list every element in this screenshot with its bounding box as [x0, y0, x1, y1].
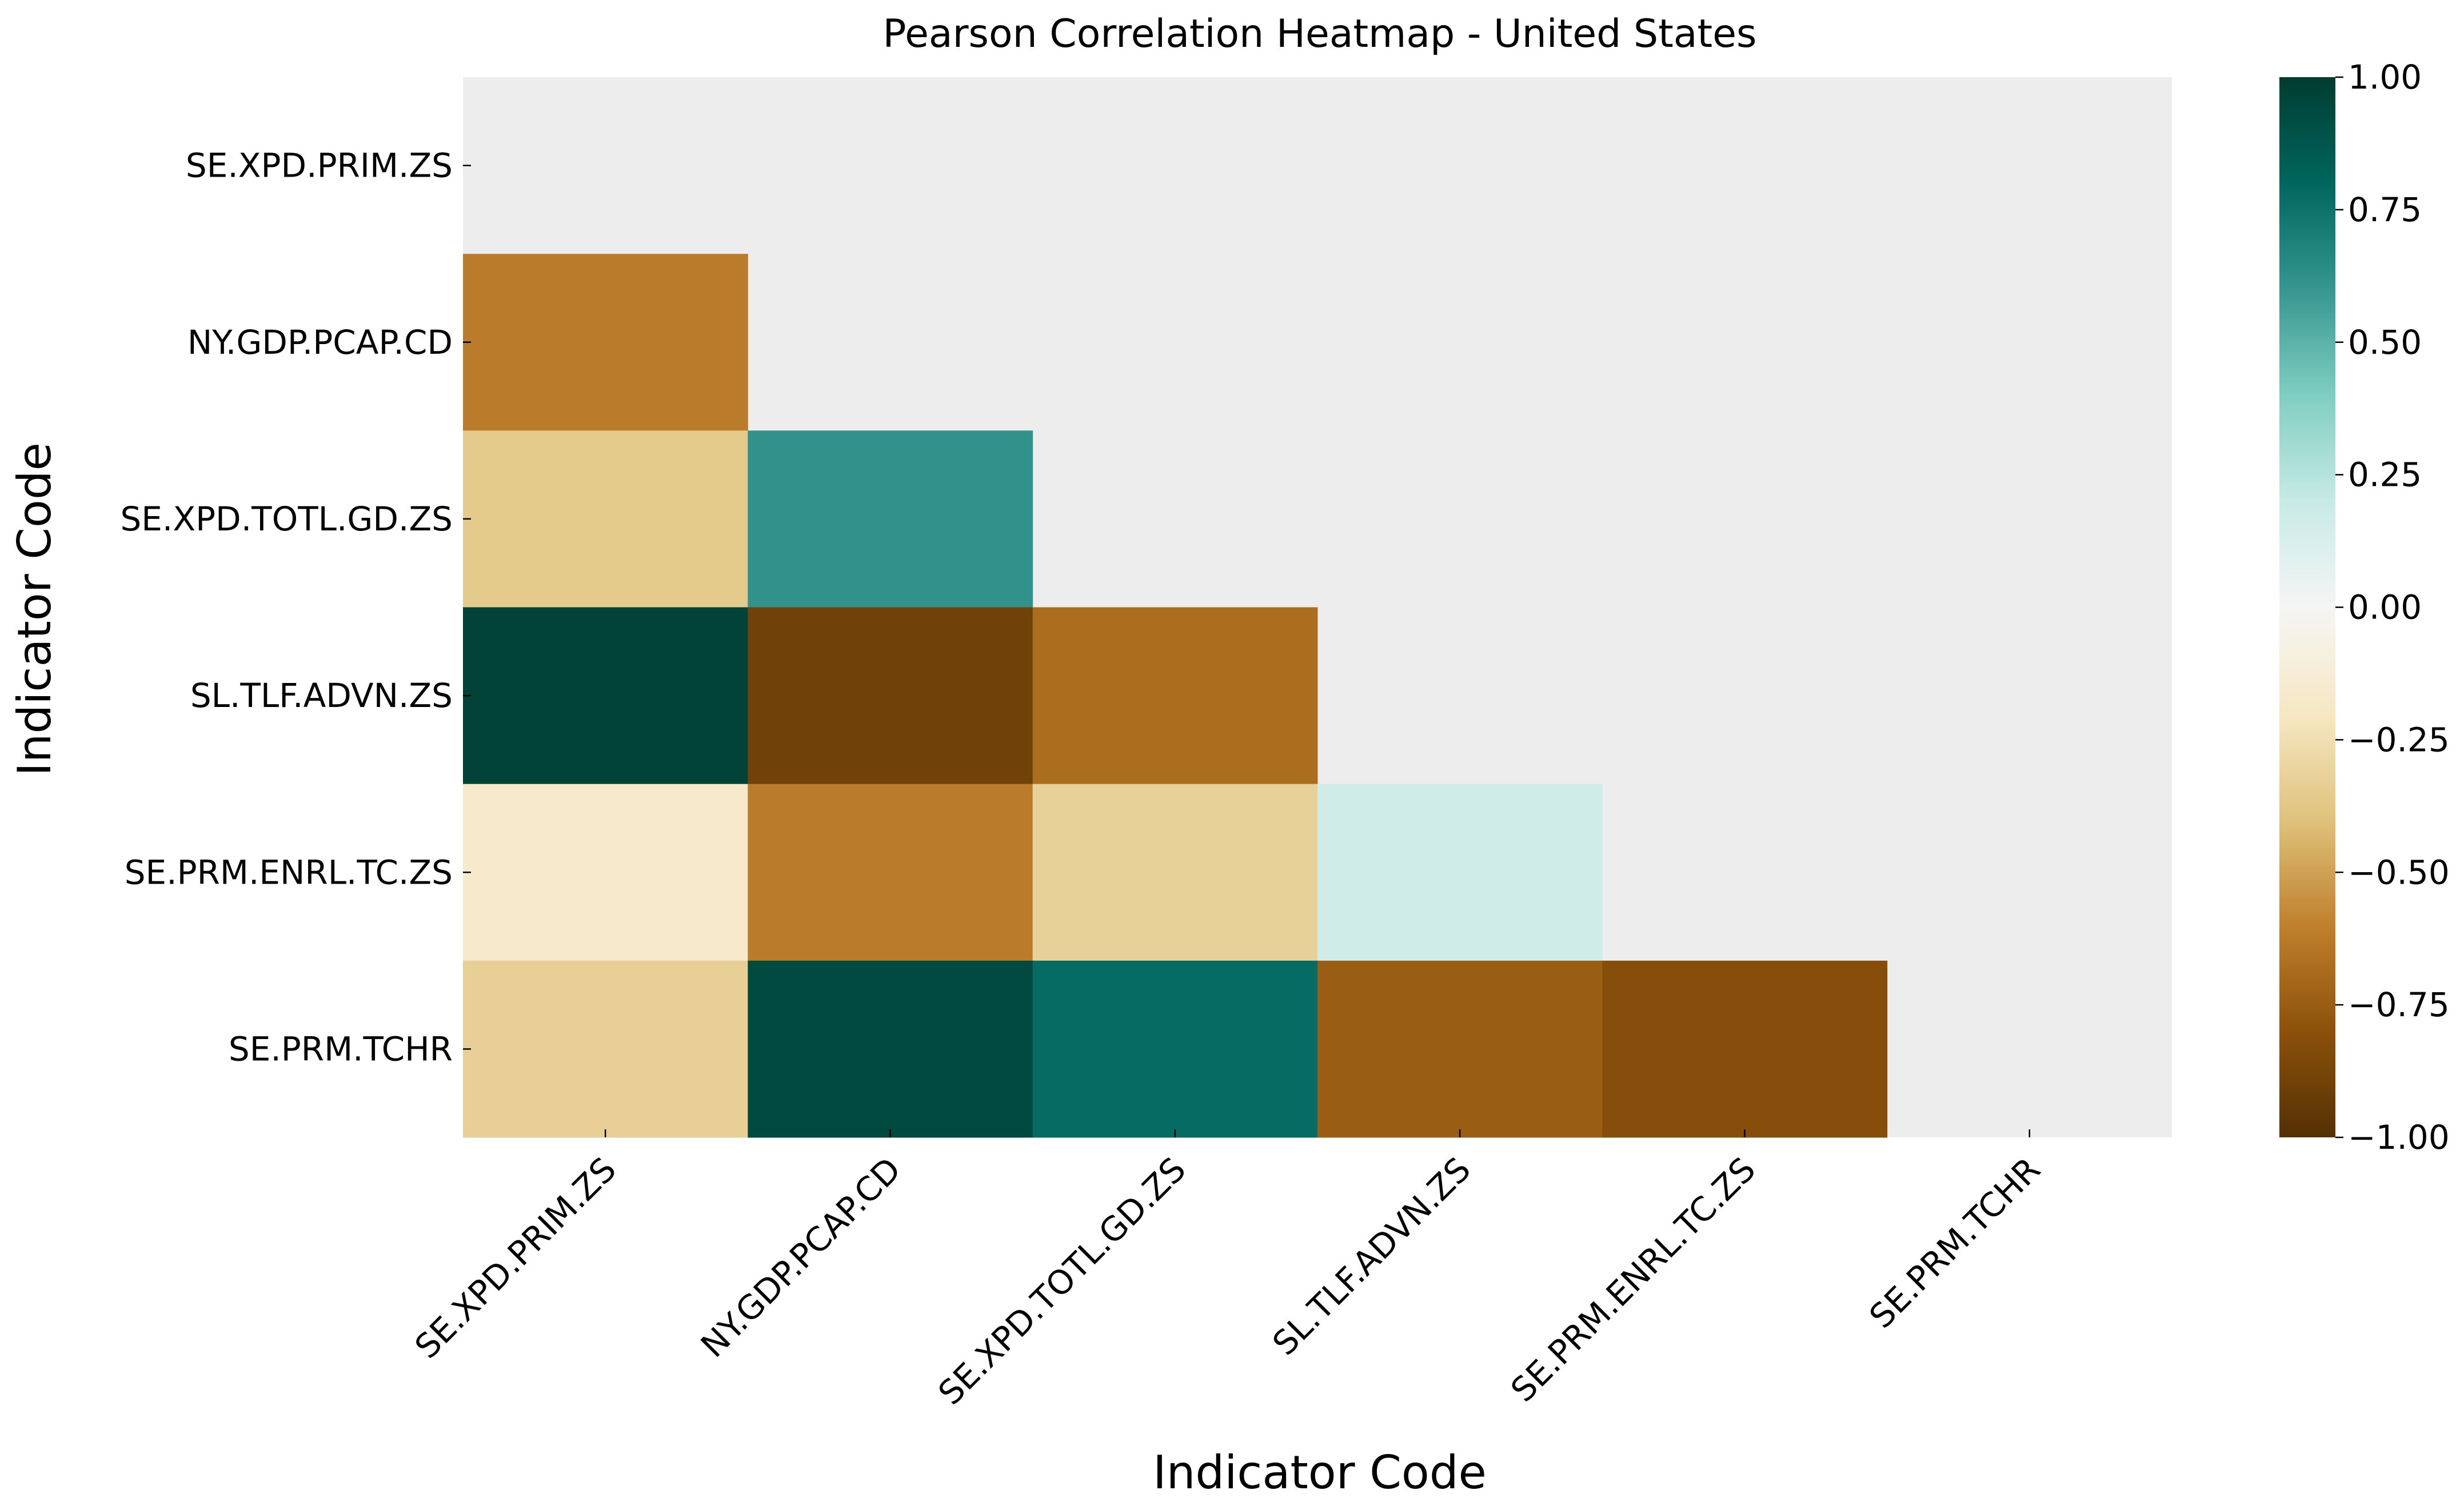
colorbar-tick-label: −1.00	[2348, 1118, 2450, 1157]
heatmap-cell-SL.TLF.ADVN.ZS-SE.XPD.PRIM.ZS	[463, 607, 748, 785]
heatmap-cell-SE.PRM.ENRL.TC.ZS-SE.XPD.TOTL.GD.ZS	[1032, 784, 1318, 961]
heatmap-cell-SE.PRM.TCHR-SE.XPD.TOTL.GD.ZS	[1032, 960, 1318, 1138]
colorbar-tick-label: −0.25	[2348, 720, 2450, 759]
y-tick-label: SE.PRM.ENRL.TC.ZS	[125, 853, 453, 892]
heatmap-cell-SE.PRM.ENRL.TC.ZS-SL.TLF.ADVN.ZS	[1317, 784, 1603, 961]
y-tick-label: SL.TLF.ADVN.ZS	[190, 676, 453, 715]
heatmap-cell-SE.PRM.TCHR-SE.XPD.PRIM.ZS	[463, 960, 748, 1138]
heatmap-cell-SL.TLF.ADVN.ZS-NY.GDP.PCAP.CD	[748, 607, 1033, 785]
x-tick-label: SE.PRM.ENRL.TC.ZS	[1503, 1150, 1763, 1409]
chart-title: Pearson Correlation Heatmap - United Sta…	[883, 11, 1757, 57]
colorbar: 1.00 0.75 0.50 0.25 0.00 −0.25 −0.50 −0.75 −1.00	[2279, 58, 2450, 1157]
heatmap-cell-SL.TLF.ADVN.ZS-SE.XPD.TOTL.GD.ZS	[1032, 607, 1318, 785]
colorbar-tick-label: −0.50	[2348, 853, 2450, 892]
y-axis-label: Indicator Code	[8, 442, 61, 776]
colorbar-tick-label: 0.50	[2348, 323, 2422, 362]
y-tick-label: SE.PRM.TCHR	[229, 1029, 453, 1068]
heatmap-cell-SE.PRM.TCHR-NY.GDP.PCAP.CD	[748, 960, 1033, 1138]
x-tick-label: SE.XPD.TOTL.GD.ZS	[931, 1150, 1193, 1412]
x-axis-label: Indicator Code	[1153, 1446, 1487, 1499]
colorbar-tick-label: 1.00	[2348, 58, 2422, 97]
heatmap-cell-SE.XPD.TOTL.GD.ZS-NY.GDP.PCAP.CD	[748, 430, 1033, 608]
heatmap-cell-SE.PRM.TCHR-SL.TLF.ADVN.ZS	[1317, 960, 1603, 1138]
x-tick-label: SE.XPD.PRIM.ZS	[408, 1150, 624, 1366]
colorbar-tick-label: 0.00	[2348, 588, 2422, 627]
y-axis-ticks: SE.XPD.PRIM.ZS NY.GDP.PCAP.CD SE.XPD.TOTL.…	[120, 146, 471, 1068]
y-tick-label: SE.XPD.PRIM.ZS	[186, 146, 453, 185]
x-tick-label: SE.PRM.TCHR	[1862, 1150, 2047, 1336]
colorbar-tick-label: 0.75	[2348, 190, 2422, 229]
x-axis-ticks: SE.XPD.PRIM.ZS NY.GDP.PCAP.CD SE.XPD.TOTL.…	[408, 1129, 2048, 1412]
heatmap-cell-SE.PRM.ENRL.TC.ZS-NY.GDP.PCAP.CD	[748, 784, 1033, 961]
colorbar-tick-label: 0.25	[2348, 456, 2422, 494]
y-tick-label: NY.GDP.PCAP.CD	[187, 323, 453, 362]
colorbar-tick-label: −0.75	[2348, 985, 2450, 1024]
heatmap-cell-SE.PRM.ENRL.TC.ZS-SE.XPD.PRIM.ZS	[463, 784, 748, 961]
colorbar-gradient	[2279, 77, 2335, 1137]
heatmap-cell-NY.GDP.PCAP.CD-SE.XPD.PRIM.ZS	[463, 254, 748, 431]
x-tick-label: SL.TLF.ADVN.ZS	[1265, 1150, 1478, 1363]
heatmap-cell-SE.PRM.TCHR-SE.PRM.ENRL.TC.ZS	[1602, 960, 1888, 1138]
heatmap-cells	[463, 254, 1888, 1138]
heatmap-cell-SE.XPD.TOTL.GD.ZS-SE.XPD.PRIM.ZS	[463, 430, 748, 608]
x-tick-label: NY.GDP.PCAP.CD	[693, 1150, 908, 1365]
y-tick-label: SE.XPD.TOTL.GD.ZS	[120, 500, 453, 538]
